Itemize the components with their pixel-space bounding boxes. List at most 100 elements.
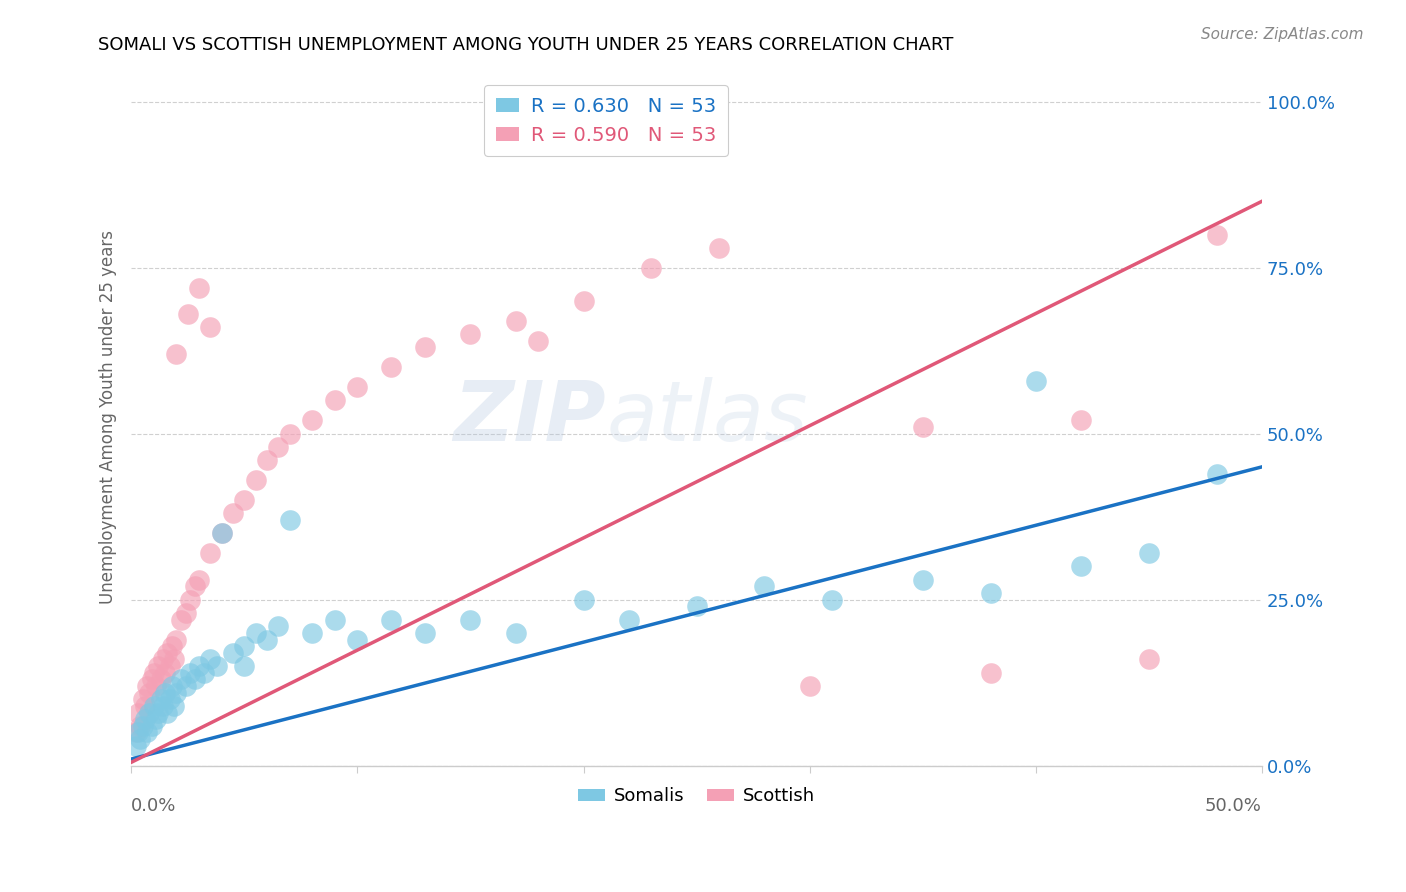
Point [138,685,160,699]
Point [134,712,156,726]
Point [222,646,245,660]
Point [301,625,323,640]
Text: atlas: atlas [606,376,807,458]
Point [148,706,170,720]
Point [980,586,1002,600]
Point [1205,467,1227,481]
Point [141,719,163,733]
Point [166,632,188,647]
Point [179,592,201,607]
Point [166,685,188,699]
Point [222,507,245,521]
Point [125,739,148,753]
Point [136,679,159,693]
Point [460,613,482,627]
Point [256,453,278,467]
Point [200,546,222,560]
Point [200,652,222,666]
Point [505,625,527,640]
Point [170,613,193,627]
Point [148,659,170,673]
Point [211,526,233,541]
Point [211,526,233,541]
Text: SOMALI VS SCOTTISH UNEMPLOYMENT AMONG YOUTH UNDER 25 YEARS CORRELATION CHART: SOMALI VS SCOTTISH UNEMPLOYMENT AMONG YO… [98,36,953,54]
Point [527,334,550,348]
Point [1137,652,1160,666]
Point [156,706,179,720]
Point [911,573,934,587]
Point [505,314,527,328]
Point [131,719,153,733]
Text: 50.0%: 50.0% [1205,797,1263,815]
Point [278,426,301,441]
Text: 0.0%: 0.0% [131,797,177,815]
Point [572,592,595,607]
Point [1070,559,1092,574]
Point [233,659,256,673]
Point [380,360,402,375]
Point [685,599,707,614]
Point [179,665,201,680]
Point [183,579,205,593]
Point [188,573,211,587]
Point [160,679,183,693]
Point [127,706,149,720]
Point [160,639,183,653]
Point [170,673,193,687]
Point [346,380,368,394]
Point [134,698,156,713]
Point [278,513,301,527]
Point [413,340,436,354]
Point [177,307,200,321]
Point [413,625,436,640]
Point [256,632,278,647]
Point [1205,227,1227,242]
Point [200,320,222,334]
Point [205,659,228,673]
Point [301,413,323,427]
Point [138,706,160,720]
Point [183,673,205,687]
Point [136,725,159,739]
Point [245,625,267,640]
Point [163,652,186,666]
Point [245,473,267,487]
Point [174,679,197,693]
Legend: R = 0.630   N = 53, R = 0.590   N = 53: R = 0.630 N = 53, R = 0.590 N = 53 [484,86,728,156]
Point [149,692,172,706]
Point [153,665,176,680]
Point [163,698,186,713]
Point [142,698,165,713]
Point [1070,413,1092,427]
Point [709,241,731,255]
Point [188,659,211,673]
Point [799,679,821,693]
Point [323,393,346,408]
Point [156,646,179,660]
Point [911,420,934,434]
Y-axis label: Unemployment Among Youth under 25 years: Unemployment Among Youth under 25 years [100,230,117,604]
Point [159,692,181,706]
Point [127,725,149,739]
Point [129,732,152,747]
Point [145,679,167,693]
Point [233,639,256,653]
Point [1137,546,1160,560]
Point [460,327,482,342]
Point [1025,374,1047,388]
Point [267,619,290,633]
Point [346,632,368,647]
Point [821,592,844,607]
Point [125,725,148,739]
Point [152,698,174,713]
Point [617,613,640,627]
Point [152,652,174,666]
Point [572,293,595,308]
Point [323,613,346,627]
Point [153,685,176,699]
Point [980,665,1002,680]
Point [754,579,776,593]
Point [380,613,402,627]
Point [149,673,172,687]
Point [145,712,167,726]
